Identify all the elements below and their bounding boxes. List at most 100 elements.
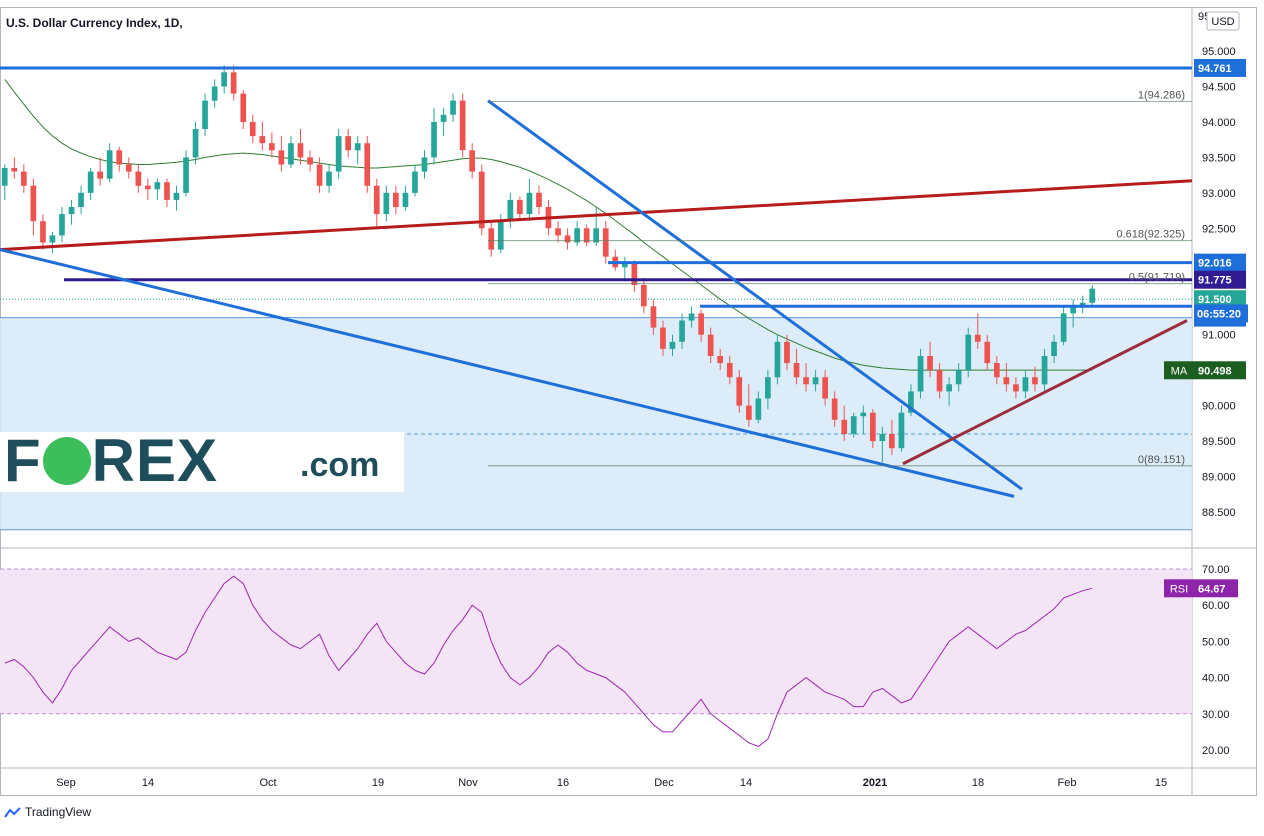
candle-body bbox=[116, 150, 122, 164]
candle-body bbox=[422, 157, 428, 171]
candle-body bbox=[450, 101, 456, 115]
price-label-text: 92.016 bbox=[1198, 258, 1232, 270]
rsi-tick-label: 50.00 bbox=[1202, 636, 1230, 648]
candle-body bbox=[155, 182, 161, 189]
candle-body bbox=[21, 172, 27, 186]
rsi-tick-label: 70.00 bbox=[1202, 564, 1230, 576]
candle-body bbox=[736, 377, 742, 405]
fib-label: 0(89.151) bbox=[1138, 454, 1185, 466]
price-label: 91.775 bbox=[1194, 271, 1246, 289]
candle-body bbox=[97, 172, 103, 179]
price-label-text: 90.498 bbox=[1198, 365, 1232, 377]
candle-body bbox=[78, 193, 84, 207]
candle-body bbox=[393, 193, 399, 207]
time-tick-label: Dec bbox=[654, 777, 674, 789]
price-label: 90.498 MA bbox=[1164, 361, 1246, 379]
candle-body bbox=[355, 143, 361, 150]
support-zone bbox=[0, 318, 1192, 530]
candle-body bbox=[364, 143, 370, 186]
candle-body bbox=[202, 101, 208, 129]
price-tick-label: 93.000 bbox=[1202, 188, 1236, 200]
candle-body bbox=[727, 363, 733, 377]
time-tick-label: Feb bbox=[1058, 777, 1077, 789]
candle-body bbox=[193, 129, 199, 157]
candle-body bbox=[956, 370, 962, 384]
candle-body bbox=[174, 193, 180, 200]
candle-body bbox=[813, 377, 819, 384]
logo-letters-rex: REX bbox=[92, 427, 218, 494]
candle-body bbox=[317, 165, 323, 186]
fib-label: 0.5(91.719) bbox=[1129, 272, 1185, 284]
candle-body bbox=[240, 94, 246, 122]
candle-body bbox=[679, 321, 685, 342]
candle-body bbox=[984, 342, 990, 363]
candle-body bbox=[851, 416, 857, 434]
candle bbox=[851, 413, 857, 438]
candle bbox=[479, 164, 485, 235]
ma-tag-text: MA bbox=[1171, 365, 1188, 377]
candle-body bbox=[1051, 342, 1057, 356]
candle-body bbox=[918, 356, 924, 392]
rsi-value-text: 64.67 bbox=[1198, 583, 1226, 595]
candle-body bbox=[622, 264, 628, 268]
candle-body bbox=[31, 186, 37, 222]
price-tick-label: 94.500 bbox=[1202, 81, 1236, 93]
candle-body bbox=[183, 157, 189, 193]
candle-body bbox=[946, 384, 952, 391]
candle-body bbox=[517, 200, 523, 214]
candle-body bbox=[508, 200, 514, 221]
logo-suffix: .com bbox=[300, 446, 379, 485]
time-tick-label: 14 bbox=[142, 777, 154, 789]
candle-body bbox=[803, 377, 809, 384]
candle-body bbox=[11, 168, 17, 172]
candle-body bbox=[431, 122, 437, 157]
rsi-band bbox=[0, 569, 1192, 714]
candle-body bbox=[40, 221, 46, 242]
rsi-tag-text: RSI bbox=[1170, 583, 1188, 595]
candle-body bbox=[536, 193, 542, 207]
time-tick-label: 19 bbox=[372, 777, 384, 789]
price-label: 94.761 bbox=[1194, 59, 1246, 77]
candle-body bbox=[832, 399, 838, 420]
candle-body bbox=[822, 377, 828, 398]
price-label-text: 94.761 bbox=[1198, 63, 1232, 75]
time-tick-label: 14 bbox=[740, 777, 752, 789]
candle-body bbox=[527, 193, 533, 214]
candle bbox=[918, 349, 924, 399]
candle-body bbox=[1061, 313, 1067, 341]
candle-body bbox=[603, 228, 609, 256]
candle-body bbox=[298, 143, 304, 157]
candle-body bbox=[870, 413, 876, 441]
countdown-text: 06:55:20 bbox=[1197, 308, 1241, 320]
candle-body bbox=[69, 207, 75, 214]
candle-body bbox=[107, 150, 113, 178]
price-tick-label: 89.500 bbox=[1202, 436, 1236, 448]
candle-body bbox=[860, 413, 866, 417]
candle-body bbox=[469, 150, 475, 171]
candle-body bbox=[164, 182, 170, 200]
price-tick-label: 94.000 bbox=[1202, 117, 1236, 129]
candle-body bbox=[403, 193, 409, 207]
rsi-tick-label: 40.00 bbox=[1202, 673, 1230, 685]
candle bbox=[336, 129, 342, 179]
candle bbox=[965, 328, 971, 378]
candle-body bbox=[775, 342, 781, 378]
rsi-tick-label: 30.00 bbox=[1202, 709, 1230, 721]
rsi-tick-label: 20.00 bbox=[1202, 745, 1230, 757]
chart-title: U.S. Dollar Currency Index, 1D, bbox=[6, 16, 183, 30]
candle-body bbox=[212, 87, 218, 101]
candle-body bbox=[765, 377, 771, 398]
countdown-label: 06:55:20 bbox=[1194, 304, 1248, 322]
candle-body bbox=[841, 420, 847, 434]
tradingview-brand[interactable]: TradingView bbox=[4, 805, 91, 819]
rsi-tick-label: 60.00 bbox=[1202, 600, 1230, 612]
candle-body bbox=[717, 356, 723, 363]
candle-body bbox=[1089, 289, 1095, 303]
candle bbox=[775, 335, 781, 385]
candle-body bbox=[279, 150, 285, 164]
candle-body bbox=[698, 313, 704, 334]
candle-body bbox=[708, 335, 714, 356]
candle-body bbox=[756, 399, 762, 420]
